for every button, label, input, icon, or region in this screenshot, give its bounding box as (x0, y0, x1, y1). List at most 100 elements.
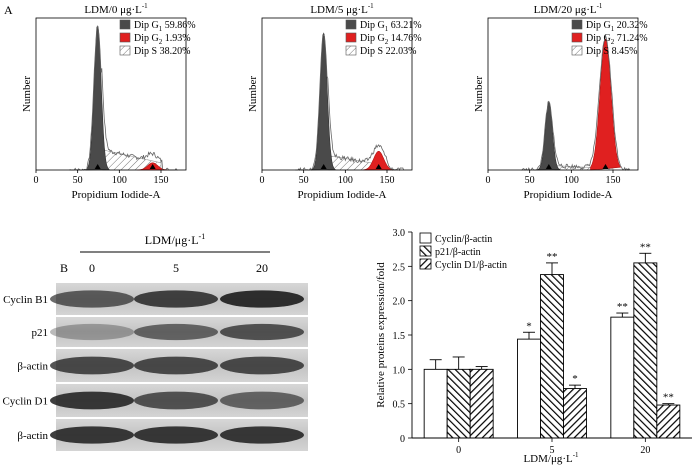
x-tick-label: 150 (380, 175, 395, 186)
x-tick-label: 50 (73, 175, 83, 186)
g2-marker-icon (602, 164, 609, 169)
dip-g1-peak (311, 32, 337, 171)
x-tick-label: 150 (606, 175, 621, 186)
blot-band (220, 391, 304, 410)
legend-swatch (345, 45, 357, 56)
blot-band (50, 426, 134, 444)
bar (540, 274, 564, 439)
g2-marker-icon (375, 164, 382, 169)
blot-row-label: Cyclin B1 (3, 294, 48, 306)
x-tick-label: 150 (154, 175, 169, 186)
blot-row-label: Cyclin D1 (2, 396, 48, 408)
panel-label-a: A (4, 3, 13, 17)
legend-swatch (345, 19, 357, 30)
histogram-xlabel: Propidium Iodide-A (298, 189, 387, 201)
legend-entry: Dip G2 1.93% (134, 33, 191, 46)
x-tick-label: 0 (260, 175, 265, 186)
dip-s-area (102, 149, 162, 171)
dose-label-5: 5 (173, 261, 179, 275)
legend-entry: Dip G1 20.32% (586, 20, 648, 33)
g1-marker-icon (320, 164, 327, 169)
blot-band (220, 356, 304, 375)
legend-swatch (119, 32, 131, 43)
legend-entry: Dip S 38.20% (134, 46, 190, 57)
histogram-ldm-0: LDM/0 μg·L-1 0 50 100 150 Propidium Iodide-A N… (21, 2, 196, 201)
legend-entry: Dip S 22.03% (360, 46, 416, 57)
x-tick-label: 100 (564, 175, 579, 186)
blot-header-label: LDM/μg·L-1 (145, 232, 205, 247)
significance-mark: ** (547, 251, 558, 263)
legend-swatch (345, 32, 357, 43)
legend-entry: Dip G2 71.24% (586, 33, 648, 46)
x-tick-label: 50 (299, 175, 309, 186)
x-tick-label: 100 (112, 175, 127, 186)
y-tick-label: 0 (400, 434, 405, 445)
x-tick-label: 100 (338, 175, 353, 186)
histogram-title: LDM/5 μg·L-1 (310, 2, 374, 16)
legend-swatch (419, 232, 432, 244)
bar-xlabel: LDM/μg·L-1 (523, 451, 579, 465)
legend-swatch (419, 245, 432, 257)
histogram-ldm-20: LDM/20 μg·L-1 0 50 100 150 Propidium Iodide-A… (473, 2, 648, 201)
significance-mark: ** (663, 392, 674, 404)
bar (517, 338, 541, 439)
legend-swatch (419, 258, 432, 270)
bar (446, 368, 471, 439)
protein-expression-bar-chart: Relative proteins expression/fold 0 0.5 1.0… (375, 228, 692, 465)
y-tick-label: 1.0 (393, 365, 406, 376)
significance-mark: ** (617, 301, 628, 313)
legend-entry: p21/β-actin (435, 247, 481, 258)
panel-label-b: B (60, 261, 68, 275)
dip-g2-peak (363, 151, 394, 171)
legend-swatch (571, 32, 583, 43)
histogram-raw-trace (295, 34, 405, 172)
histogram-ldm-5: LDM/5 μg·L-1 0 50 100 150 Propidium Iodide-A N… (247, 2, 422, 201)
significance-mark: * (526, 320, 532, 332)
bar (633, 262, 658, 439)
legend-entry: Dip S 8.45% (586, 46, 637, 57)
blot-row-label: β-actin (17, 361, 48, 373)
blot-band (134, 426, 218, 444)
legend-swatch (571, 19, 583, 30)
histogram-title: LDM/20 μg·L-1 (534, 2, 603, 16)
y-tick-label: 0.5 (393, 400, 406, 411)
histogram-title: LDM/0 μg·L-1 (84, 2, 148, 16)
histogram-frame (261, 17, 413, 171)
legend-swatch (119, 19, 131, 30)
histogram-frame (35, 17, 187, 171)
bar (469, 368, 494, 439)
y-tick-label: 2.5 (393, 262, 406, 273)
histogram-raw-trace (521, 35, 631, 171)
blot-band (220, 290, 304, 308)
western-blot: Cyclin B1 p21 β-actin Cyclin D1 β-actin (2, 283, 308, 451)
dip-g1-peak (536, 101, 561, 171)
blot-row-label: p21 (32, 327, 49, 339)
blot-band (220, 426, 304, 444)
histogram-ylabel: Number (21, 76, 33, 112)
histogram-raw-trace (69, 25, 178, 171)
histogram-frame (487, 17, 639, 171)
y-tick-label: 3.0 (393, 228, 406, 239)
legend-entry: Cyclin/β-actin (435, 234, 492, 245)
blot-band (50, 356, 134, 375)
y-tick-label: 2.0 (393, 297, 406, 308)
y-tick-label: 1.5 (393, 331, 406, 342)
bar (656, 404, 681, 439)
significance-mark: ** (640, 241, 651, 253)
legend-swatch (571, 45, 583, 56)
category-label: 5 (550, 445, 555, 456)
histogram-ylabel: Number (247, 76, 259, 112)
blot-band (50, 391, 134, 410)
blot-band (134, 356, 218, 375)
legend-swatch (119, 45, 131, 56)
blot-header: LDM/μg·L-1 0 5 20 (80, 232, 270, 275)
g2-marker-icon (149, 164, 156, 169)
dip-g1-peak (85, 25, 110, 171)
histogram-ylabel: Number (473, 76, 485, 112)
x-tick-label: 0 (486, 175, 491, 186)
blot-band (220, 323, 304, 341)
legend-entry: Dip G1 63.21% (360, 20, 422, 33)
bar (423, 368, 448, 439)
blot-band (50, 323, 134, 341)
